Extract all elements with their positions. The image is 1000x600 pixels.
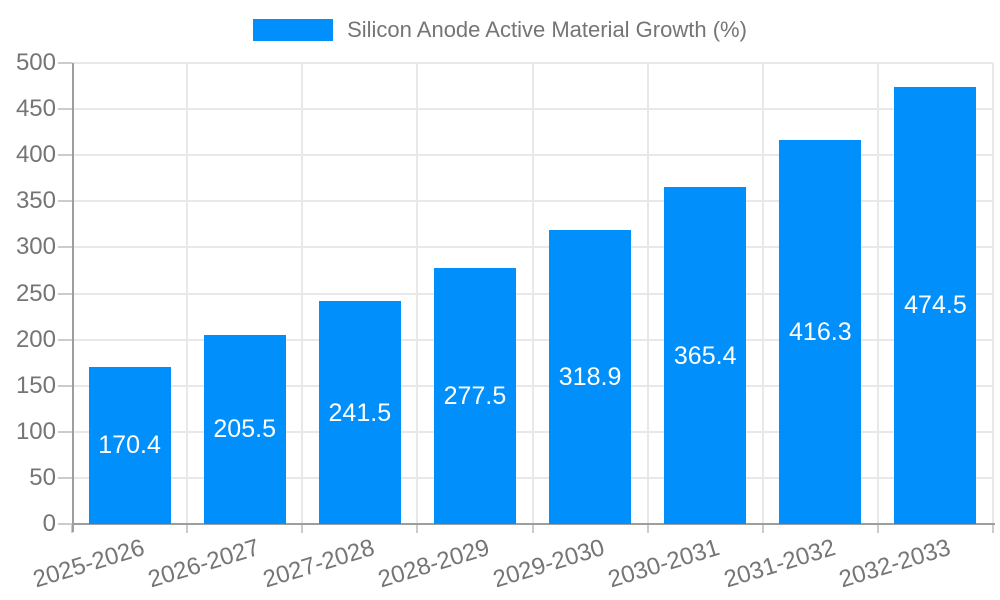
- bar: [664, 187, 747, 524]
- x-tick-label: 2030-2031: [605, 534, 724, 594]
- x-tick-mark: [416, 524, 419, 533]
- legend-swatch-icon: [253, 19, 334, 41]
- x-tick-label: 2028-2029: [375, 534, 493, 594]
- bar: [549, 229, 632, 524]
- y-tick-mark: [58, 108, 72, 111]
- bar-value-label: 416.3: [789, 318, 852, 347]
- x-tick-mark: [646, 524, 649, 533]
- bar: [318, 301, 401, 524]
- y-tick-label: 450: [15, 95, 56, 123]
- y-axis-line: [72, 63, 74, 532]
- x-gridline: [186, 63, 189, 524]
- x-axis-line: [72, 523, 995, 525]
- x-tick-mark: [761, 524, 764, 533]
- y-tick-mark: [58, 430, 72, 433]
- y-tick-label: 50: [29, 463, 56, 491]
- bar-value-label: 474.5: [904, 291, 967, 320]
- bar-value-label: 277.5: [443, 382, 507, 411]
- bar: [88, 366, 171, 524]
- legend: Silicon Anode Active Material Growth (%): [0, 16, 1000, 44]
- bar-value-label: 170.4: [98, 431, 161, 460]
- legend-label: Silicon Anode Active Material Growth (%): [347, 17, 747, 42]
- x-tick-mark: [992, 524, 994, 533]
- y-tick-label: 250: [15, 279, 56, 307]
- x-tick-mark: [186, 524, 189, 533]
- bar-value-label: 365.4: [673, 341, 737, 370]
- y-tick-mark: [58, 292, 72, 295]
- x-tick-label: 2031-2032: [720, 534, 839, 594]
- bar: [203, 334, 286, 524]
- y-tick-label: 300: [15, 233, 56, 261]
- x-tick-label: 2029-2030: [490, 534, 608, 594]
- x-tick-mark: [876, 524, 879, 533]
- bar-value-label: 205.5: [213, 415, 276, 444]
- x-gridline: [416, 63, 419, 524]
- bar-value-label: 318.9: [558, 362, 622, 391]
- x-tick-label: 2026-2027: [144, 534, 263, 594]
- x-gridline: [531, 63, 534, 524]
- y-tick-mark: [58, 384, 72, 387]
- y-tick-mark: [58, 246, 72, 249]
- y-tick-label: 200: [15, 325, 56, 353]
- y-tick-label: 150: [15, 371, 56, 399]
- y-tick-mark: [58, 62, 72, 64]
- x-tick-mark: [531, 524, 534, 533]
- x-gridline: [992, 63, 994, 524]
- y-tick-label: 0: [42, 510, 56, 537]
- x-gridline: [876, 63, 879, 524]
- y-tick-label: 500: [15, 49, 56, 76]
- bar: [433, 268, 516, 524]
- y-tick-mark: [58, 200, 72, 203]
- legend-item[interactable]: Silicon Anode Active Material Growth (%): [253, 16, 747, 44]
- bar: [894, 86, 977, 524]
- bar: [779, 140, 862, 524]
- x-tick-label: 2027-2028: [260, 534, 378, 594]
- y-tick-mark: [58, 338, 72, 341]
- y-tick-mark: [58, 476, 72, 479]
- x-tick-mark: [301, 524, 304, 533]
- x-gridline: [761, 63, 764, 524]
- bar-value-label: 241.5: [328, 398, 392, 427]
- y-tick-mark: [58, 154, 72, 157]
- x-gridline: [301, 63, 304, 524]
- y-tick-mark: [58, 523, 72, 525]
- x-gridline: [646, 63, 649, 524]
- x-tick-label: 2025-2026: [29, 534, 148, 594]
- x-tick-label: 2032-2033: [835, 534, 954, 594]
- y-tick-label: 100: [15, 417, 56, 445]
- y-tick-label: 350: [15, 187, 56, 215]
- y-tick-label: 400: [15, 141, 56, 169]
